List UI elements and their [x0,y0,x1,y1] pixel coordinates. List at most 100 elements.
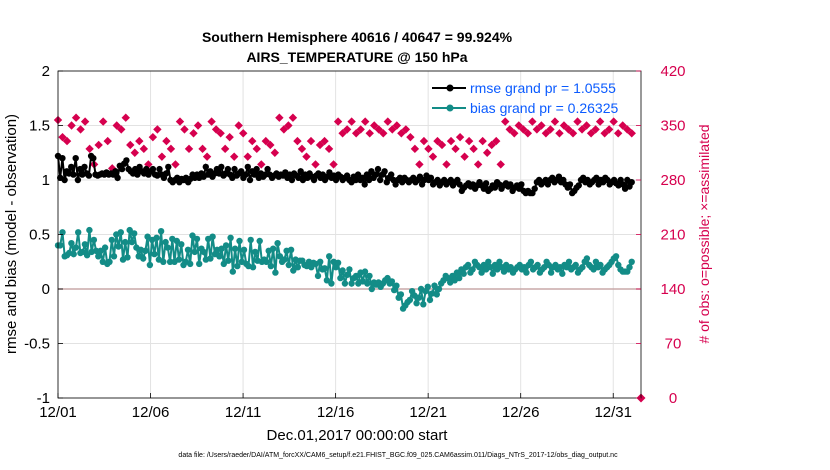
rmse-point [231,165,238,173]
bias-point [128,238,136,246]
bias-point [175,256,183,263]
bias-point [388,278,396,285]
x-tick-label: 12/26 [502,404,540,421]
y-tick-label: 0.5 [29,227,50,244]
obs-possible-point [229,152,239,161]
bias-point [341,280,349,287]
obs-possible-point [501,117,510,126]
y-tick-label: -1 [37,390,50,407]
bias-point [464,261,472,269]
rmse-point [218,163,225,171]
obs-possible-point [428,152,438,161]
obs-possible-point [216,129,225,138]
right-y-tick-label: 280 [660,172,685,189]
obs-possible-point [546,125,555,134]
obs-possible-point [424,144,433,154]
bias-point [352,272,360,280]
obs-possible-point [207,117,216,126]
bias-point [496,258,503,265]
bias-point [164,244,171,251]
obs-possible-point [248,136,257,146]
bias-point [290,267,297,274]
bias-point [328,280,335,287]
obs-possible-point [410,144,420,154]
obs-possible-point [577,125,587,134]
bias-point [583,255,591,262]
rmse-point [72,155,79,162]
bias-point [142,247,149,254]
y-tick-label: 1.5 [29,118,50,135]
rmse-point [165,163,172,171]
rmse-point [264,165,271,173]
bias-point [270,245,277,252]
rmse-point [68,163,75,171]
obs-possible-point [482,148,492,157]
obs-possible-point [198,144,207,154]
bias-point [337,274,344,282]
rmse-point [372,171,379,178]
rmse-point [288,176,296,184]
rmse-point [118,165,126,173]
obs-possible-point [293,136,302,146]
rmse-point [518,181,525,188]
bias-point [97,247,104,254]
bias-point [321,265,328,272]
bias-point [234,262,241,270]
obs-possible-point [623,125,632,134]
obs-possible-point [401,125,411,134]
rmse-point [332,176,340,184]
obs-possible-point [351,129,361,138]
obs-possible-point [202,152,212,161]
rmse-point [114,174,121,181]
rmse-point [566,181,574,188]
y-tick-label: 2 [42,63,50,80]
obs-possible-point [284,121,293,130]
y-tick-label: -0.5 [24,336,50,353]
obs-possible-point [243,152,252,161]
obs-possible-point [609,117,618,126]
rmse-point [354,171,362,178]
rmse-point [156,165,163,173]
x-tick-label: 12/31 [594,404,632,421]
rmse-point [70,171,77,178]
bias-point [249,264,257,271]
bias-point [225,257,232,264]
bias-point [534,261,541,269]
bias-point [75,229,82,236]
obs-possible-point [519,125,528,134]
bias-point [527,258,535,265]
bias-point [384,274,391,282]
bias-point [256,237,263,245]
x-axis-label: Dec.01,2017 00:00:00 start [267,427,449,444]
bias-point [559,270,566,277]
y-axis-label: rmse and bias (model - observation) [3,114,20,354]
bias-point [433,291,440,298]
obs-possible-point [80,117,90,126]
obs-possible-point [555,129,564,138]
obs-possible-point [166,144,176,154]
bias-point [162,238,169,246]
obs-possible-point [126,140,135,150]
bias-point [92,247,100,254]
legend-rmse-label: rmse grand pr = 1.0555 [470,80,616,96]
rmse-point [61,176,68,184]
bias-point [415,294,422,301]
bias-point [196,260,203,268]
rmse-point [149,165,157,173]
obs-possible-point [568,129,578,138]
bias-point [68,240,75,247]
rmse-point [416,173,424,180]
bias-point [247,236,254,244]
bias-point [366,272,373,280]
bias-point [189,232,196,239]
x-tick-label: 12/06 [132,404,170,421]
legend-rmse-marker [446,84,454,92]
bias-point [626,264,633,271]
bias-point [364,280,371,287]
bias-point [597,261,604,269]
rmse-point [628,179,635,186]
rmse-point [90,155,97,162]
rmse-point [368,168,375,175]
obs-possible-point [370,121,379,130]
bias-point [90,236,98,244]
